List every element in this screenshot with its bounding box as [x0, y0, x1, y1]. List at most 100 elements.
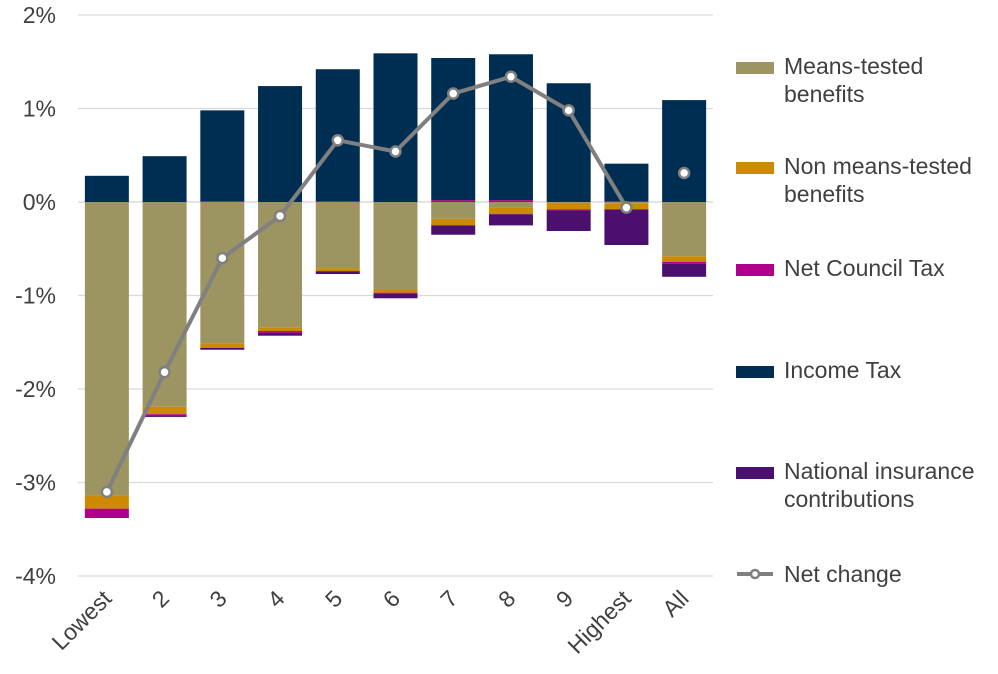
bar-segment: [373, 202, 418, 289]
net-change-marker: [389, 145, 402, 158]
bar-segment: [546, 202, 591, 210]
x-tick-label: 3: [204, 585, 231, 612]
bar-segment: [373, 293, 418, 299]
bar-segment: [315, 201, 360, 202]
x-tick-label: Highest: [562, 585, 636, 659]
y-tick-label: 2%: [23, 2, 56, 28]
bar-segment: [258, 327, 303, 332]
bar-segment: [258, 332, 303, 336]
legend-label: Net Council Tax: [784, 255, 945, 281]
bar-segment: [373, 53, 418, 203]
bar-segment: [84, 175, 129, 202]
x-tick-label: 6: [378, 585, 405, 612]
bar-segment: [142, 416, 187, 418]
bar-segment: [84, 202, 129, 496]
bar-segment: [546, 202, 591, 203]
bar-segment: [431, 218, 476, 226]
legend-item: Non means-tested benefits: [736, 152, 994, 208]
bar-segment: [142, 414, 187, 417]
y-tick-label: 0%: [23, 189, 56, 215]
legend-label: Net change: [784, 561, 902, 587]
y-tick-label: -4%: [15, 563, 56, 589]
bar-segment: [488, 214, 533, 226]
net-change-marker: [331, 134, 345, 147]
legend-swatch: [736, 264, 774, 276]
bar-segment: [662, 202, 707, 257]
bar-segment: [431, 200, 476, 202]
bar-segment: [488, 200, 533, 202]
x-tick-label: 9: [551, 585, 578, 612]
net-change-marker: [620, 201, 633, 214]
net-change-marker: [677, 166, 691, 180]
bar-segment: [662, 100, 707, 202]
net-change-marker: [100, 485, 114, 499]
net-change-path: [105, 74, 629, 493]
legend-label: Income Tax: [784, 357, 902, 383]
x-tick-label: 4: [262, 585, 290, 613]
y-tick-label: 1%: [23, 96, 56, 122]
x-tick-label: Lowest: [46, 585, 116, 655]
bar-segment: [258, 86, 303, 202]
legend-item: Net Council Tax: [736, 254, 994, 282]
bar-segment: [431, 225, 476, 235]
bar-segment: [546, 210, 591, 231]
net-change-marker: [216, 251, 229, 265]
bars: [84, 53, 707, 519]
bar-segment: [315, 202, 360, 269]
legend: Means-tested benefits Non means-tested be…: [736, 0, 998, 674]
bar-segment: [142, 156, 187, 202]
legend-label: Non means-tested benefits: [784, 153, 972, 207]
legend-swatch: [736, 62, 774, 74]
bar-segment: [373, 292, 418, 294]
legend-item: Net change: [736, 560, 994, 588]
net-change-marker: [504, 70, 518, 83]
bar-segment: [431, 58, 476, 201]
bar-segment: [662, 256, 707, 262]
bar-segment: [431, 202, 476, 219]
bar-segment: [142, 406, 187, 415]
x-tick-label: 7: [435, 585, 462, 612]
legend-label: National insurance contributions: [784, 458, 975, 512]
bar-segment: [258, 331, 303, 333]
bar-segment: [200, 110, 245, 202]
y-tick-label: -2%: [15, 376, 56, 402]
x-tick-label: 8: [493, 585, 520, 612]
x-tick-label: All: [657, 585, 693, 621]
bar-segment: [84, 508, 129, 519]
bar-segment: [662, 261, 707, 264]
bar-segment: [488, 202, 533, 208]
legend-line-swatch: [737, 568, 773, 580]
legend-item: Income Tax: [736, 356, 994, 384]
net-change-marker: [446, 87, 460, 100]
legend-label: Means-tested benefits: [784, 53, 924, 107]
net-change-line: [100, 70, 691, 499]
y-tick-label: -3%: [15, 470, 56, 496]
net-change-marker: [158, 365, 171, 379]
bar-segment: [200, 343, 245, 348]
bar-segment: [315, 271, 360, 274]
bar-segment: [604, 209, 649, 246]
bar-segment: [662, 263, 707, 277]
legend-item: Means-tested benefits: [736, 52, 994, 108]
legend-item: National insurance contributions: [736, 457, 994, 513]
legend-swatch: [736, 162, 774, 174]
bar-segment: [373, 288, 418, 293]
net-change-marker: [273, 209, 287, 223]
bar-segment: [200, 201, 245, 202]
bar-segment: [200, 347, 245, 350]
net-change-marker: [562, 104, 575, 117]
bar-segment: [258, 202, 303, 328]
legend-swatch: [736, 366, 774, 378]
x-tick-label: 5: [320, 585, 347, 612]
bar-segment: [546, 209, 591, 211]
bar-segment: [488, 207, 533, 215]
bar-segment: [84, 495, 129, 509]
x-tick-label: 2: [147, 585, 174, 612]
legend-swatch: [736, 467, 774, 479]
y-axis-ticks: 2% 1% 0% -1% -2% -3% -4%: [15, 2, 56, 589]
bar-segment: [200, 202, 245, 344]
bar-segment: [315, 268, 360, 272]
y-tick-label: -1%: [15, 283, 56, 309]
